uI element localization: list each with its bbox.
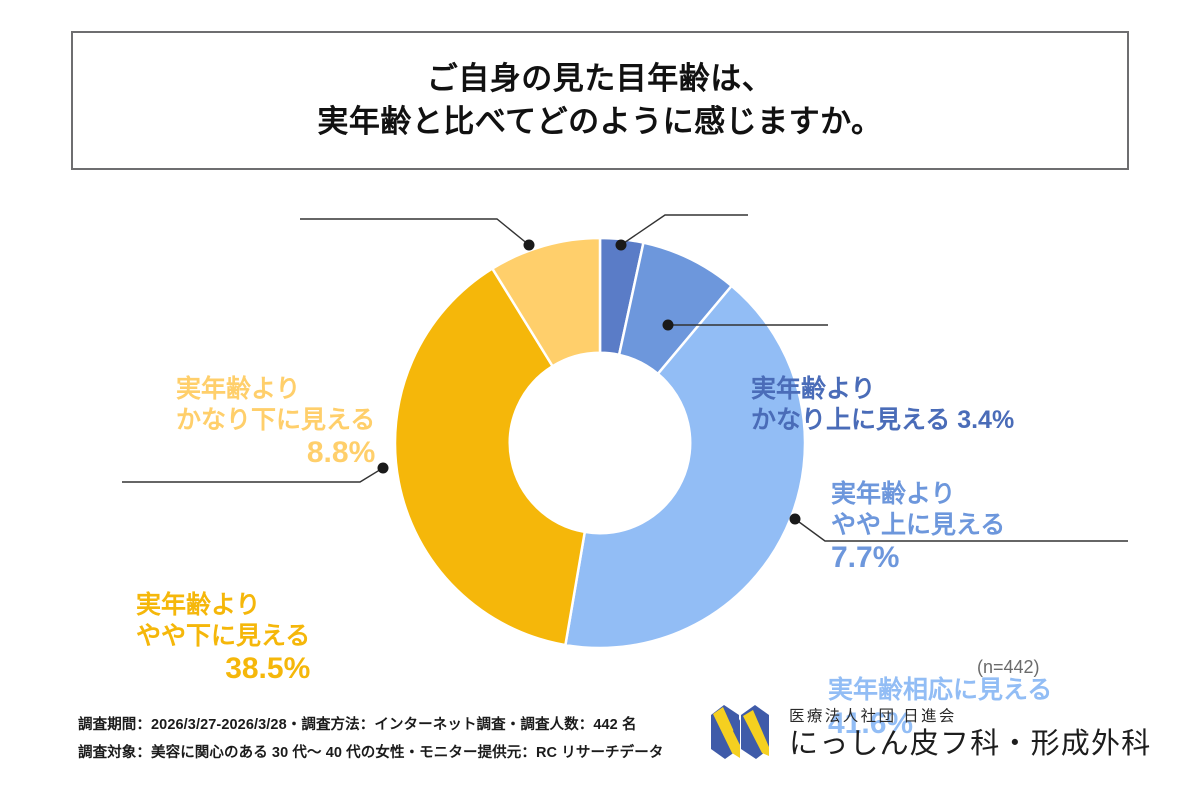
leader-line-soutou bbox=[794, 518, 1128, 542]
donut-slice-4[interactable] bbox=[393, 266, 587, 647]
callout-yaya-ue-percent: 7.7% bbox=[831, 541, 900, 574]
callout-yaya-shita: 実年齢より やや下に見える 38.5% bbox=[136, 590, 310, 688]
callout-kanari-shita: 実年齢より かなり下に見える 8.8% bbox=[176, 374, 375, 472]
leader-line-group bbox=[122, 214, 1128, 542]
nisshin-n-mark-icon bbox=[711, 705, 769, 759]
callout-kanari-ue: 実年齢より かなり上に見える 3.4% bbox=[751, 374, 1014, 435]
callout-yaya-shita-percent: 38.5% bbox=[225, 652, 311, 685]
callout-kanari-shita-percent: 8.8% bbox=[306, 436, 376, 469]
clinic-organization: 医療法人社団 日進会 bbox=[789, 708, 957, 726]
leader-line-kanari-ue bbox=[620, 214, 748, 246]
leader-dot-yaya-shita bbox=[377, 462, 389, 474]
donut-slice-3[interactable] bbox=[563, 284, 807, 650]
callout-yaya-shita-line1: 実年齢より bbox=[136, 591, 261, 619]
survey-method-notes: 調査期間：2026/3/27-2026/3/28・調査方法：インターネット調査・… bbox=[78, 713, 663, 762]
leader-line-kanari-shita bbox=[300, 218, 530, 246]
donut-slice-5[interactable] bbox=[490, 236, 602, 368]
clinic-logo-text: 医療法人社団 日進会 にっしん皮フ科・形成外科 bbox=[789, 704, 1151, 759]
donut-chart: 実年齢より かなり上に見える 3.4% 実年齢より やや上に見える 7.7% 実… bbox=[0, 175, 1200, 740]
donut-slice-group bbox=[393, 236, 807, 650]
leader-dot-kanari-ue bbox=[615, 239, 627, 251]
donut-chart-svg bbox=[122, 214, 1128, 650]
title-line-2: 実年齢と比べてどのように感じますか。 bbox=[317, 103, 883, 139]
leader-dot-kanari-shita bbox=[523, 239, 535, 251]
clinic-name: にっしん皮フ科・形成外科 bbox=[789, 728, 1152, 761]
leader-line-yaya-shita bbox=[122, 467, 384, 483]
leader-dot-yaya-ue bbox=[662, 319, 674, 331]
callout-kanari-shita-line2: かなり下に見える bbox=[176, 405, 376, 434]
callout-kanari-shita-line1: 実年齢より bbox=[176, 375, 301, 403]
title-line-1: ご自身の見た目年齢は、 bbox=[426, 60, 774, 96]
callout-kanari-ue-line2: かなり上に見える 3.4% bbox=[751, 405, 1015, 434]
callout-yaya-ue: 実年齢より やや上に見える 7.7% bbox=[831, 479, 1005, 577]
callout-soutou-percent: 41.6% bbox=[828, 706, 914, 740]
note-line-1: 調査期間：2026/3/27-2026/3/28・調査方法：インターネット調査・… bbox=[78, 717, 637, 733]
sample-size-note: (n=442) bbox=[977, 657, 1040, 677]
callout-soutou: 実年齢相応に見える 41.6% bbox=[828, 675, 1052, 742]
callout-soutou-line1: 実年齢相応に見える bbox=[828, 676, 1053, 704]
clinic-logo: 医療法人社団 日進会 にっしん皮フ科・形成外科 bbox=[707, 701, 1151, 763]
callout-yaya-shita-line2: やや下に見える bbox=[136, 621, 311, 650]
page-title: ご自身の見た目年齢は、 実年齢と比べてどのように感じますか。 bbox=[71, 31, 1129, 170]
callout-kanari-ue-line1: 実年齢より bbox=[751, 375, 876, 403]
leader-dot-soutou bbox=[789, 513, 801, 525]
callout-yaya-ue-line2: やや上に見える bbox=[831, 510, 1006, 539]
note-line-2: 調査対象：美容に関心のある 30 代〜 40 代の女性・モニター提供元：RC リ… bbox=[78, 745, 664, 761]
callout-yaya-ue-line1: 実年齢より bbox=[831, 480, 956, 508]
